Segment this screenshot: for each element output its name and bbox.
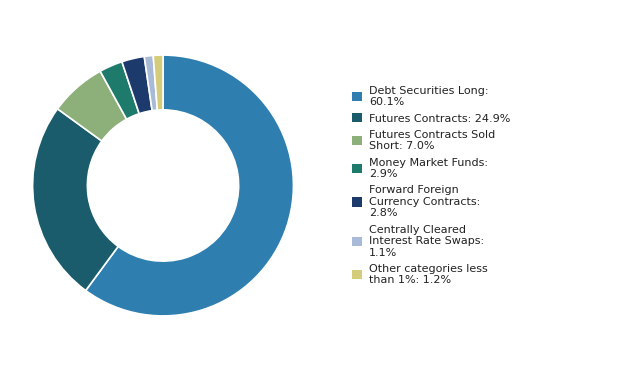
- Wedge shape: [122, 56, 152, 114]
- Legend: Debt Securities Long:
60.1%, Futures Contracts: 24.9%, Futures Contracts Sold
Sh: Debt Securities Long: 60.1%, Futures Con…: [348, 81, 515, 290]
- Wedge shape: [86, 55, 293, 316]
- Wedge shape: [58, 71, 127, 141]
- Wedge shape: [33, 109, 118, 290]
- Wedge shape: [144, 55, 157, 111]
- Wedge shape: [153, 55, 163, 110]
- Wedge shape: [100, 62, 139, 119]
